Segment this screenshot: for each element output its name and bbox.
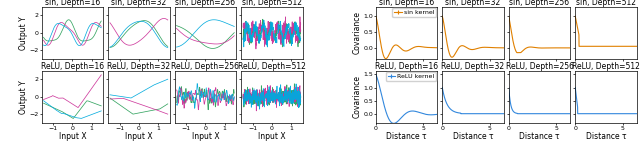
Y-axis label: Output Y: Output Y [19,16,28,50]
Title: sin, Depth=512: sin, Depth=512 [576,0,636,7]
X-axis label: Distance τ: Distance τ [586,132,627,141]
Y-axis label: Covariance: Covariance [353,11,362,54]
X-axis label: Distance τ: Distance τ [387,132,427,141]
Title: ReLU, Depth=256: ReLU, Depth=256 [172,62,239,70]
Title: sin, Depth=16: sin, Depth=16 [45,0,100,7]
Title: sin, Depth=32: sin, Depth=32 [445,0,500,7]
X-axis label: Input X: Input X [258,132,285,141]
Title: ReLU, Depth=16: ReLU, Depth=16 [375,62,438,70]
X-axis label: Input X: Input X [191,132,219,141]
Title: ReLU, Depth=256: ReLU, Depth=256 [506,62,573,70]
Y-axis label: Output Y: Output Y [19,80,28,114]
Title: sin, Depth=256: sin, Depth=256 [175,0,236,7]
Title: sin, Depth=512: sin, Depth=512 [242,0,302,7]
Title: sin, Depth=256: sin, Depth=256 [509,0,570,7]
Title: ReLU, Depth=32: ReLU, Depth=32 [442,62,504,70]
Title: ReLU, Depth=32: ReLU, Depth=32 [108,62,170,70]
Title: ReLU, Depth=512: ReLU, Depth=512 [238,62,306,70]
X-axis label: Distance τ: Distance τ [519,132,560,141]
Title: sin, Depth=16: sin, Depth=16 [379,0,434,7]
X-axis label: Input X: Input X [59,132,86,141]
Legend: ReLU kernel: ReLU kernel [386,72,436,81]
X-axis label: Input X: Input X [125,132,153,141]
Title: sin, Depth=32: sin, Depth=32 [111,0,166,7]
Y-axis label: Covariance: Covariance [353,75,362,118]
Title: ReLU, Depth=512: ReLU, Depth=512 [572,62,640,70]
X-axis label: Distance τ: Distance τ [452,132,493,141]
Legend: sin kernel: sin kernel [392,8,436,17]
Title: ReLU, Depth=16: ReLU, Depth=16 [41,62,104,70]
